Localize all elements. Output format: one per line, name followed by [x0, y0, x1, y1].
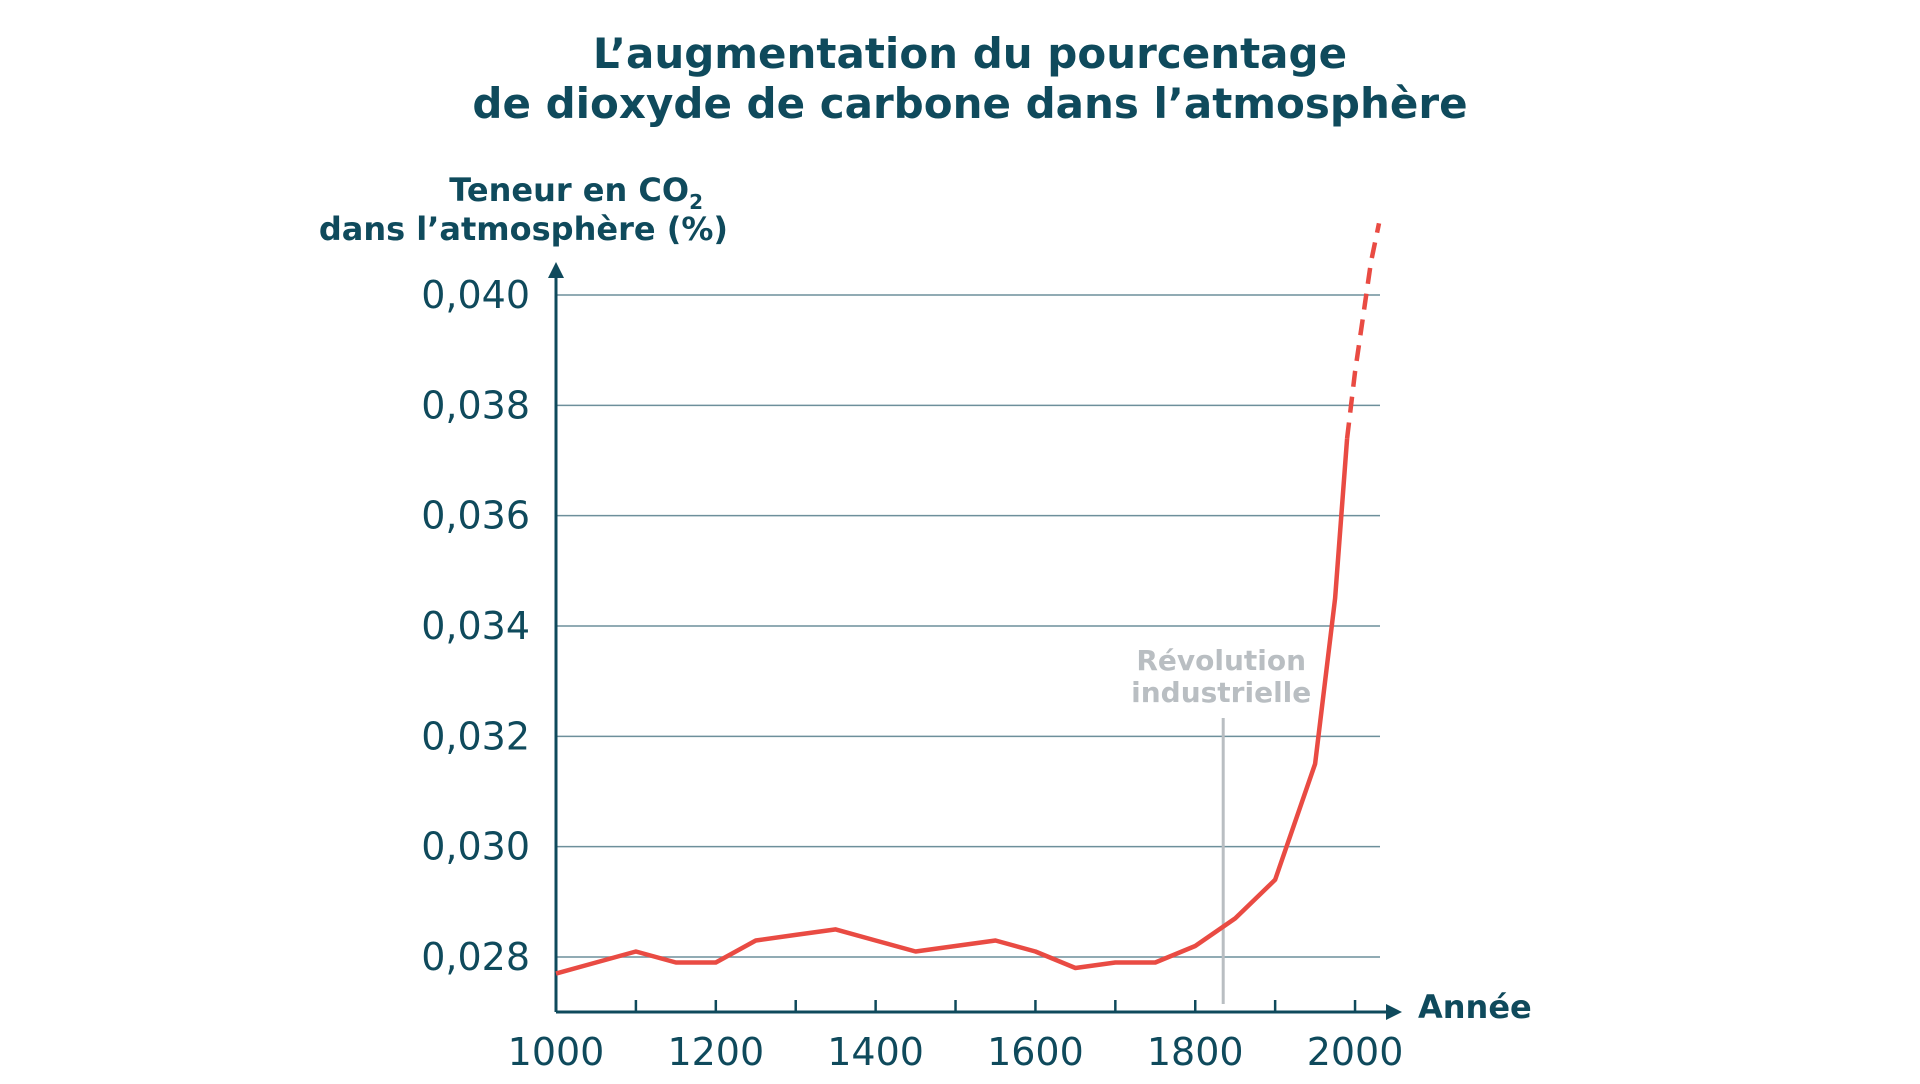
- chart-title: L’augmentation du pourcentage de dioxyde…: [472, 29, 1467, 128]
- y-axis-label-line-2: dans l’atmosphère (%): [319, 210, 728, 248]
- y-axis-label: Teneur en CO2 dans l’atmosphère (%): [319, 171, 728, 248]
- annotation-text: Révolution: [1136, 644, 1306, 677]
- x-tick-label: 1200: [667, 1030, 764, 1074]
- x-ticks: 1000 1200 1400 1600 1800 2000: [508, 1000, 1404, 1074]
- grid-lines: [556, 294, 1380, 958]
- annotation-text: industrielle: [1131, 676, 1311, 709]
- y-tick-label: 0,030: [421, 825, 530, 869]
- y-tick-label: 0,038: [421, 383, 530, 427]
- y-tick-labels: 0,028 0,030 0,032 0,034 0,036 0,038 0,040: [421, 273, 530, 979]
- y-tick-label: 0,028: [421, 935, 530, 979]
- y-axis-arrow: [548, 262, 564, 278]
- series-line-projection: [1344, 222, 1382, 439]
- x-tick-label: 2000: [1307, 1030, 1404, 1074]
- y-axis-label-line-1: Teneur en CO2: [449, 171, 703, 214]
- y-tick-label: 0,040: [421, 273, 530, 317]
- x-axis-label: Année: [1418, 988, 1532, 1026]
- x-tick-label: 1400: [827, 1030, 924, 1074]
- x-tick-label: 1800: [1147, 1030, 1244, 1074]
- axes: [548, 262, 1402, 1020]
- chart-title-line-1: L’augmentation du pourcentage: [593, 29, 1347, 78]
- y-tick-label: 0,036: [421, 494, 530, 538]
- y-tick-label: 0,032: [421, 714, 530, 758]
- chart-title-line-2: de dioxyde de carbone dans l’atmosphère: [472, 79, 1467, 128]
- y-axis-label-subscript: 2: [689, 190, 703, 214]
- x-axis-arrow: [1386, 1004, 1402, 1020]
- data-series: [555, 222, 1382, 976]
- series-line: [555, 438, 1350, 976]
- x-tick-label: 1600: [987, 1030, 1084, 1074]
- y-axis-label-prefix: Teneur en CO: [449, 171, 689, 209]
- y-tick-label: 0,034: [421, 604, 530, 648]
- x-tick-label: 1000: [508, 1030, 605, 1074]
